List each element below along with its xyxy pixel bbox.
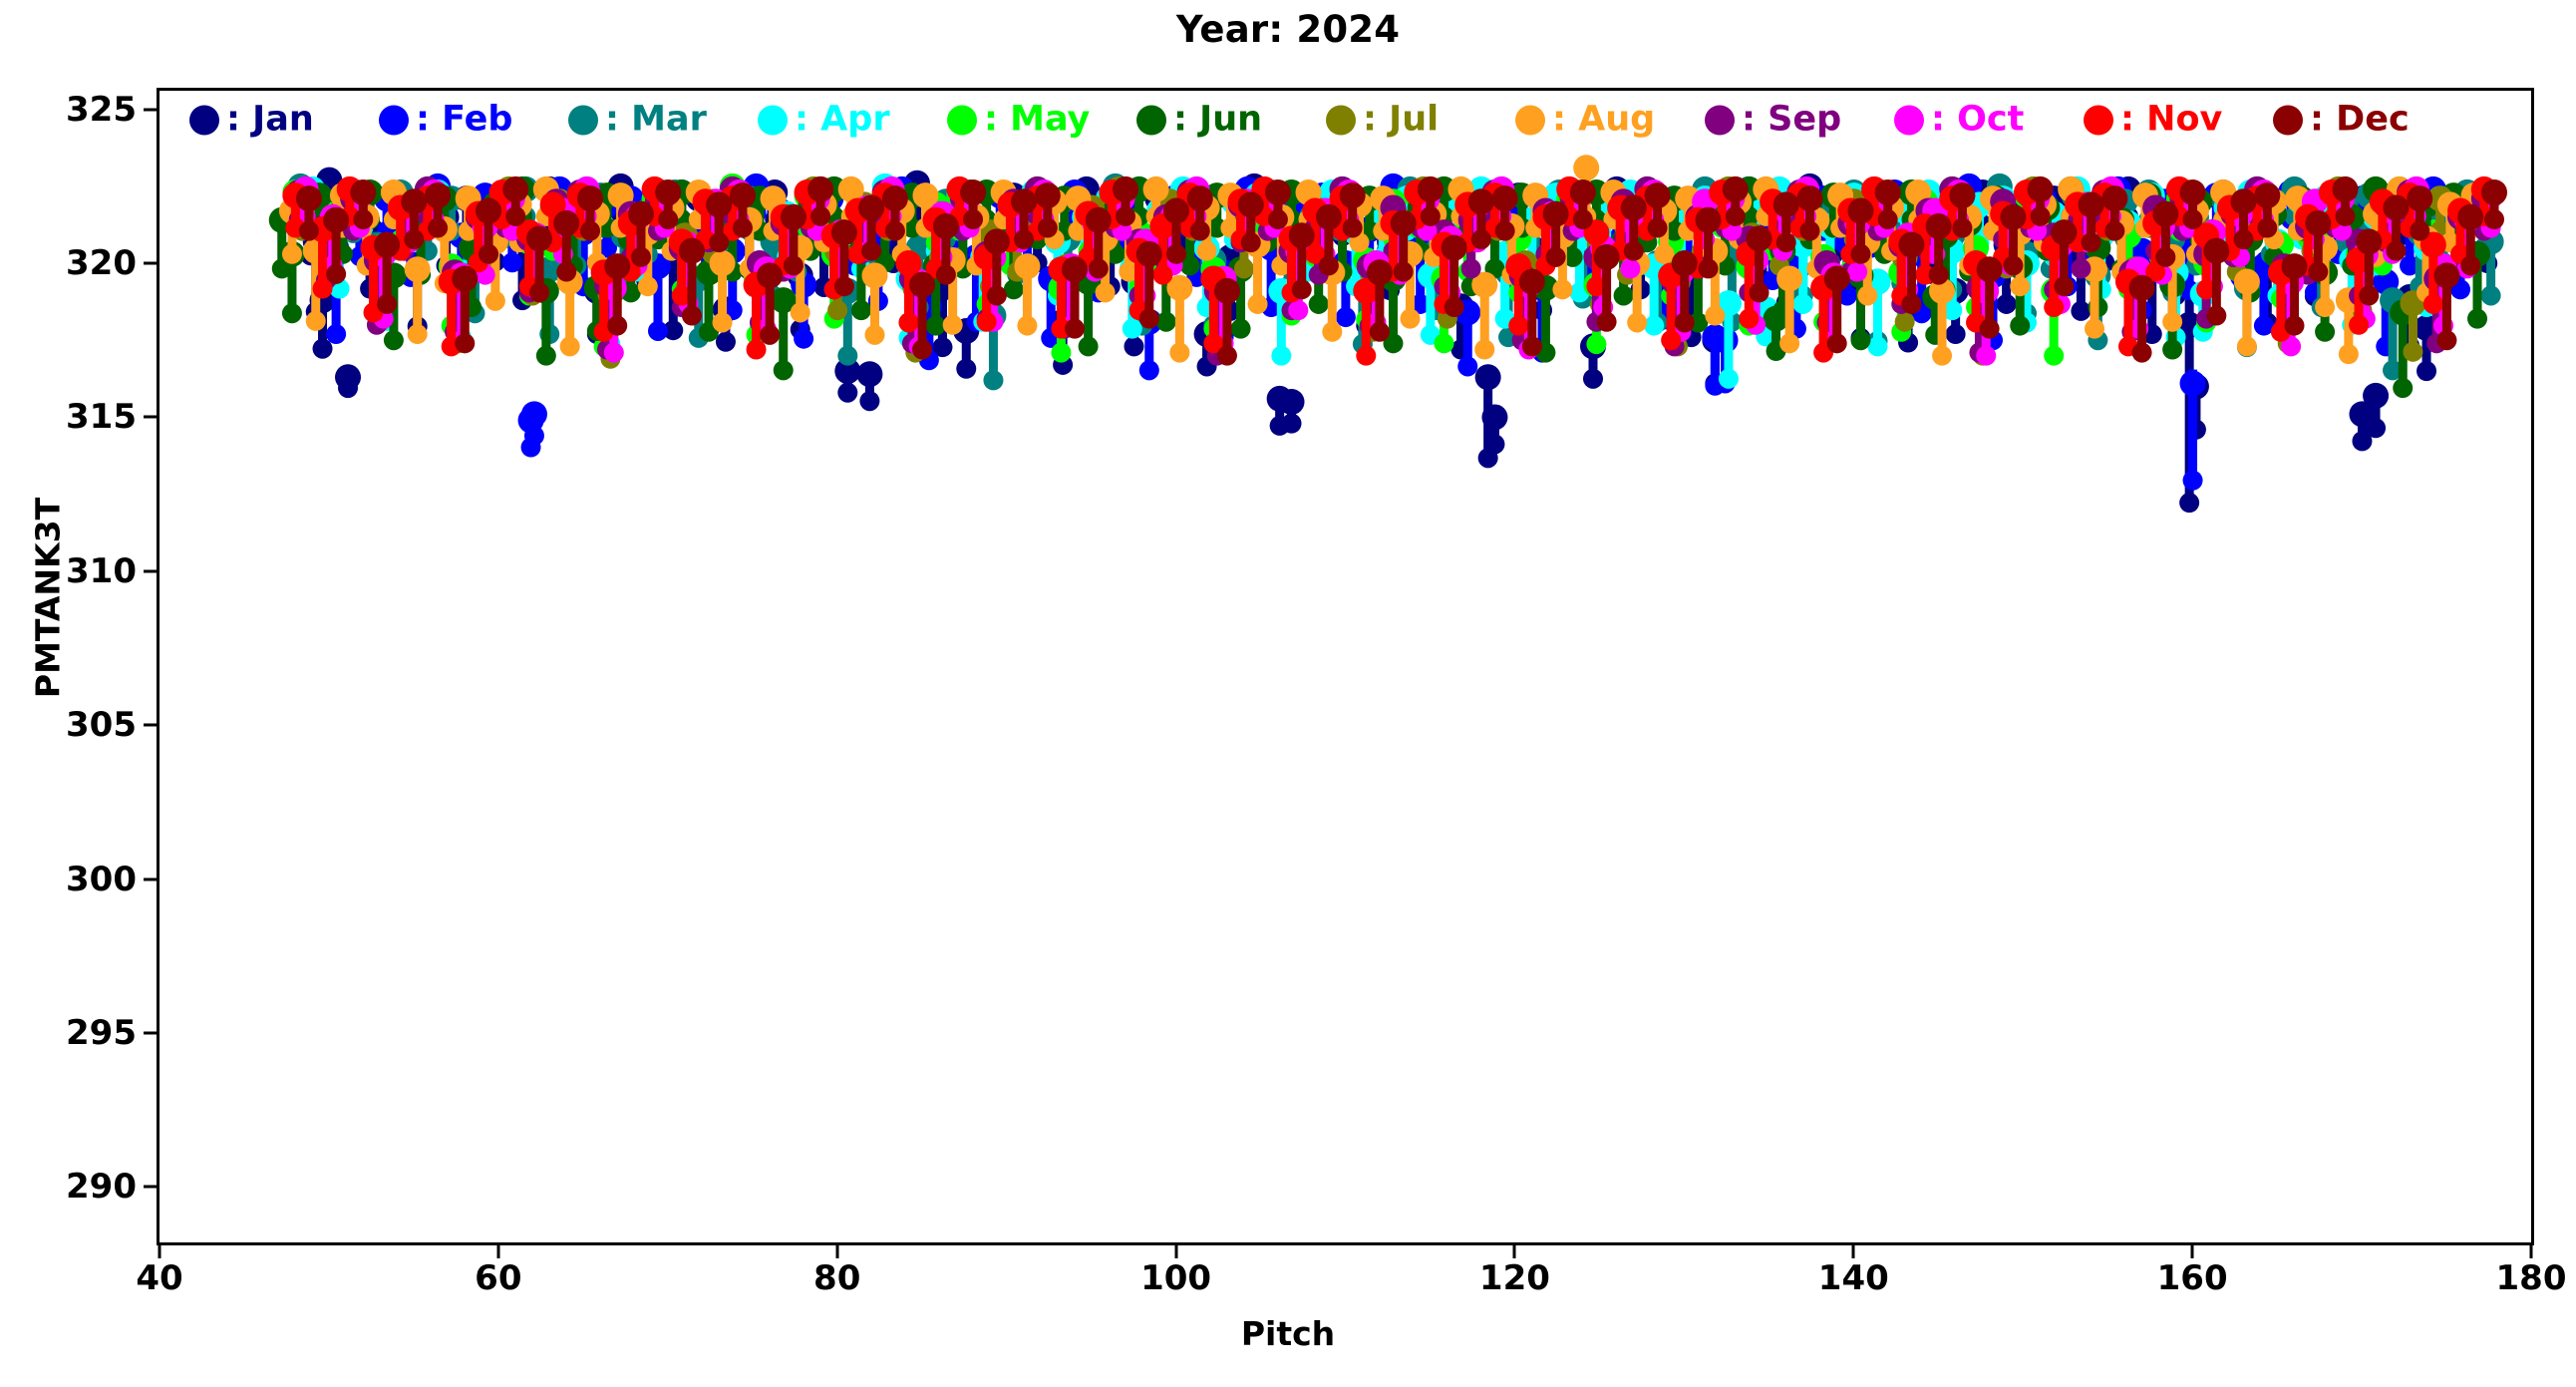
y-tick-label: 310 [66, 550, 137, 591]
x-tick-label: 100 [1140, 1258, 1212, 1298]
legend-label: : Jan [226, 99, 314, 140]
legend-label: : Apr [795, 99, 890, 140]
legend-label: : Mar [605, 99, 707, 140]
y-tick-label: 325 [66, 89, 137, 130]
chart-title: Year: 2024 [1175, 8, 1401, 51]
x-axis-label: Pitch [1240, 1314, 1336, 1353]
legend-marker-icon [2273, 105, 2303, 135]
x-tick-mark [2529, 1245, 2533, 1258]
y-tick-mark [144, 569, 157, 573]
legend-item-jul[interactable]: : Jul [1326, 99, 1440, 140]
x-tick-label: 140 [1817, 1258, 1889, 1298]
y-tick-mark [144, 877, 157, 881]
legend-marker-icon [947, 105, 977, 135]
legend-marker-icon [1515, 105, 1545, 135]
legend-label: : Jun [1173, 99, 1263, 140]
legend-label: : Dec [2310, 99, 2410, 140]
legend-marker-icon [758, 105, 788, 135]
y-tick-label: 290 [66, 1167, 137, 1208]
legend-label: : Oct [1931, 99, 2025, 140]
legend-item-nov[interactable]: : Nov [2084, 99, 2223, 140]
legend-label: : Nov [2120, 99, 2223, 140]
legend-marker-icon [568, 105, 598, 135]
y-axis-label: PMTANK3T [28, 497, 68, 699]
x-tick-label: 40 [136, 1258, 183, 1298]
y-tick-label: 320 [66, 242, 137, 283]
legend-marker-icon [1326, 105, 1356, 135]
legend-marker-icon [1894, 105, 1924, 135]
x-tick-mark [1851, 1245, 1855, 1258]
y-tick-label: 305 [66, 705, 137, 746]
y-tick-mark [144, 1185, 157, 1189]
legend-item-feb[interactable]: : Feb [379, 99, 513, 140]
legend-item-may[interactable]: : May [947, 99, 1091, 140]
legend-label: : Jul [1363, 99, 1440, 140]
legend-marker-icon [1136, 105, 1166, 135]
legend-item-jan[interactable]: : Jan [189, 99, 314, 140]
legend-label: : Sep [1742, 99, 1842, 140]
legend-label: : Feb [416, 99, 513, 140]
y-tick-mark [144, 723, 157, 727]
legend-item-mar[interactable]: : Mar [568, 99, 707, 140]
x-tick-mark [1174, 1245, 1178, 1258]
x-tick-mark [2190, 1245, 2194, 1258]
plot-area [157, 88, 2534, 1245]
legend-item-oct[interactable]: : Oct [1894, 99, 2025, 140]
legend-item-jun[interactable]: : Jun [1136, 99, 1263, 140]
legend-marker-icon [2084, 105, 2113, 135]
y-tick-mark [144, 108, 157, 112]
legend-item-aug[interactable]: : Aug [1515, 99, 1656, 140]
legend-item-dec[interactable]: : Dec [2273, 99, 2410, 140]
legend-label: : May [984, 99, 1091, 140]
y-tick-label: 300 [66, 859, 137, 899]
x-tick-label: 160 [2156, 1258, 2228, 1298]
legend-item-apr[interactable]: : Apr [758, 99, 890, 140]
x-tick-mark [158, 1245, 161, 1258]
x-tick-mark [835, 1245, 839, 1258]
legend-label: : Aug [1552, 99, 1656, 140]
x-tick-label: 60 [475, 1258, 522, 1298]
x-tick-mark [496, 1245, 500, 1258]
y-tick-label: 315 [66, 397, 137, 438]
y-tick-mark [144, 415, 157, 419]
x-tick-mark [1512, 1245, 1516, 1258]
legend-marker-icon [379, 105, 409, 135]
y-tick-label: 295 [66, 1013, 137, 1053]
y-tick-mark [144, 1031, 157, 1035]
legend-marker-icon [1705, 105, 1735, 135]
legend-item-sep[interactable]: : Sep [1705, 99, 1842, 140]
x-tick-label: 180 [2495, 1258, 2567, 1298]
x-tick-label: 120 [1478, 1258, 1550, 1298]
y-tick-mark [144, 261, 157, 265]
legend-marker-icon [189, 105, 219, 135]
x-tick-label: 80 [813, 1258, 861, 1298]
